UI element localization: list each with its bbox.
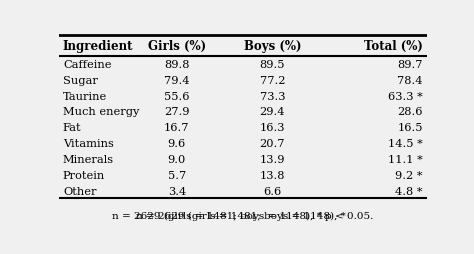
Text: 73.3: 73.3 xyxy=(260,91,285,101)
Text: n = 2629 (girls = 1481; boys = 1148), *: n = 2629 (girls = 1481; boys = 1148), * xyxy=(137,211,349,220)
Text: Girls (%): Girls (%) xyxy=(148,40,206,53)
Text: 9.0: 9.0 xyxy=(168,154,186,164)
Text: 20.7: 20.7 xyxy=(260,138,285,149)
Text: Minerals: Minerals xyxy=(63,154,114,164)
Text: 16.3: 16.3 xyxy=(260,123,285,133)
Text: 89.5: 89.5 xyxy=(260,60,285,70)
Text: Caffeine: Caffeine xyxy=(63,60,111,70)
Text: Taurine: Taurine xyxy=(63,91,107,101)
Text: 9.2 *: 9.2 * xyxy=(395,170,423,180)
Text: 11.1 *: 11.1 * xyxy=(388,154,423,164)
Text: 13.9: 13.9 xyxy=(260,154,285,164)
Text: n = 2629 (girls = 1481; boys = 1148), *: n = 2629 (girls = 1481; boys = 1148), * xyxy=(137,211,349,220)
Text: 16.5: 16.5 xyxy=(397,123,423,133)
Text: Fat: Fat xyxy=(63,123,82,133)
Text: Boys (%): Boys (%) xyxy=(244,40,301,53)
Text: Total (%): Total (%) xyxy=(364,40,423,53)
Text: Other: Other xyxy=(63,186,96,196)
Text: 16.7: 16.7 xyxy=(164,123,190,133)
Text: 55.6: 55.6 xyxy=(164,91,190,101)
Text: 78.4: 78.4 xyxy=(397,75,423,86)
Text: 89.7: 89.7 xyxy=(397,60,423,70)
Text: 4.8 *: 4.8 * xyxy=(395,186,423,196)
Text: 79.4: 79.4 xyxy=(164,75,190,86)
Text: 9.6: 9.6 xyxy=(168,138,186,149)
Text: 13.8: 13.8 xyxy=(260,170,285,180)
Text: 14.5 *: 14.5 * xyxy=(388,138,423,149)
Text: 77.2: 77.2 xyxy=(260,75,285,86)
Text: 27.9: 27.9 xyxy=(164,107,190,117)
Text: 6.6: 6.6 xyxy=(263,186,282,196)
Text: 5.7: 5.7 xyxy=(168,170,186,180)
Text: Vitamins: Vitamins xyxy=(63,138,114,149)
Text: 3.4: 3.4 xyxy=(168,186,186,196)
Text: 63.3 *: 63.3 * xyxy=(388,91,423,101)
Text: Sugar: Sugar xyxy=(63,75,98,86)
Text: Protein: Protein xyxy=(63,170,105,180)
Text: Ingredient: Ingredient xyxy=(63,40,133,53)
Text: 28.6: 28.6 xyxy=(397,107,423,117)
Text: n = 2629 (girls = 1481; boys = 1148), * p < 0.05.: n = 2629 (girls = 1481; boys = 1148), * … xyxy=(112,211,374,220)
Text: 89.8: 89.8 xyxy=(164,60,190,70)
Text: Much energy: Much energy xyxy=(63,107,139,117)
Text: 29.4: 29.4 xyxy=(260,107,285,117)
